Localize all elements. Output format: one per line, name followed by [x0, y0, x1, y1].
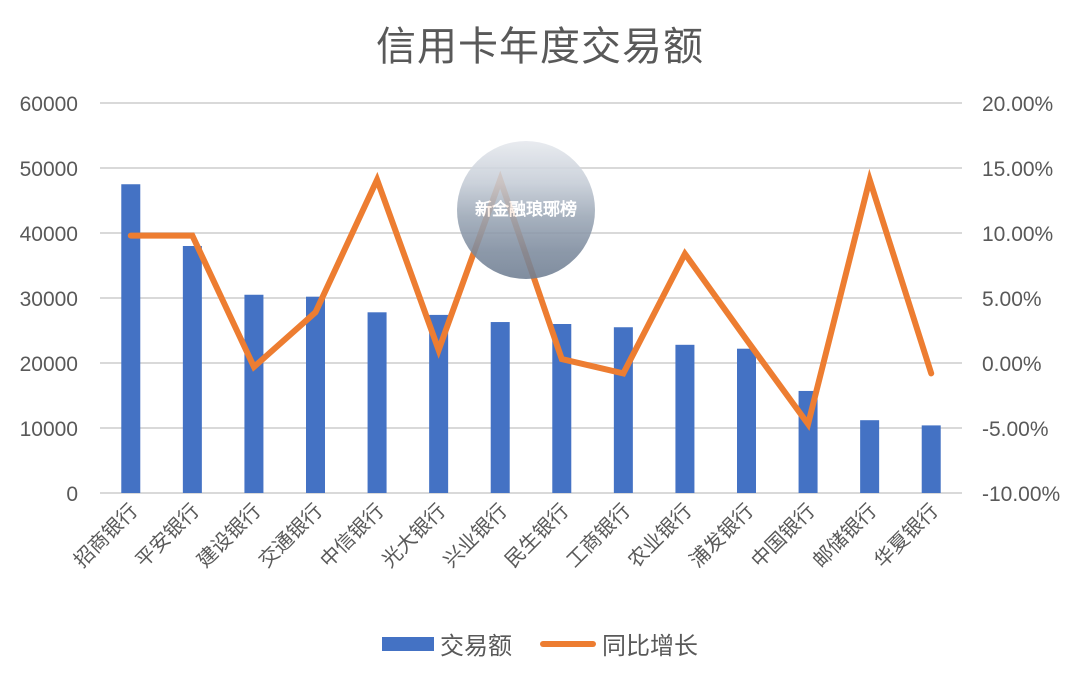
right-axis-tick: 15.00%	[982, 158, 1053, 181]
chart-legend: 交易额 同比增长	[0, 626, 1080, 661]
bar	[490, 322, 510, 493]
chart-title: 信用卡年度交易额	[376, 24, 704, 70]
right-axis-tick: 10.00%	[982, 223, 1053, 246]
bar	[675, 344, 695, 493]
bar	[429, 314, 449, 493]
bar	[306, 296, 325, 493]
bar	[244, 294, 264, 493]
right-axis-tick: -10.00%	[982, 483, 1060, 506]
left-axis-tick: 30000	[20, 288, 78, 311]
category-label: 中信银行	[315, 499, 389, 573]
left-axis-tick: 60000	[20, 93, 78, 116]
category-label: 中国银行	[746, 499, 820, 573]
bar	[860, 420, 880, 493]
left-axis-tick: 50000	[20, 158, 78, 181]
legend-item-line: 同比增长	[540, 626, 698, 661]
category-label: 招商银行	[69, 499, 143, 573]
category-label: 光大银行	[377, 499, 451, 573]
legend-label-line: 同比增长	[602, 632, 698, 660]
category-label: 交通银行	[253, 499, 327, 573]
bar	[121, 184, 141, 493]
legend-label-bar: 交易额	[440, 632, 512, 660]
right-axis-tick: 0.00%	[982, 353, 1042, 376]
category-label: 邮储银行	[808, 499, 882, 573]
bar	[921, 425, 941, 493]
left-axis-tick: 40000	[20, 223, 78, 246]
legend-bar-swatch-icon	[382, 636, 434, 651]
bar	[367, 312, 387, 493]
category-label: 工商银行	[561, 499, 635, 573]
left-axis-tick: 0	[66, 483, 78, 506]
left-axis-tick: 10000	[20, 418, 78, 441]
category-label: 民生银行	[500, 499, 574, 573]
bar	[613, 327, 633, 493]
right-axis-tick: -5.00%	[982, 418, 1049, 441]
category-label: 平安银行	[130, 499, 204, 573]
bar	[737, 348, 756, 493]
category-label: 浦发银行	[684, 499, 758, 573]
legend-item-bar: 交易额	[382, 626, 512, 661]
right-axis-tick: 5.00%	[982, 288, 1042, 311]
category-label: 建设银行	[192, 499, 266, 573]
watermark-logo: 新金融琅琊榜	[457, 141, 595, 279]
category-label: 华夏银行	[869, 499, 943, 573]
watermark-text: 新金融琅琊榜	[475, 199, 577, 220]
right-axis-tick: 20.00%	[982, 93, 1053, 116]
left-axis-tick: 20000	[20, 353, 78, 376]
legend-line-swatch-icon	[540, 640, 596, 647]
bar	[552, 324, 572, 493]
category-label: 兴业银行	[438, 499, 512, 573]
bar	[182, 246, 202, 493]
category-label: 农业银行	[623, 499, 697, 573]
